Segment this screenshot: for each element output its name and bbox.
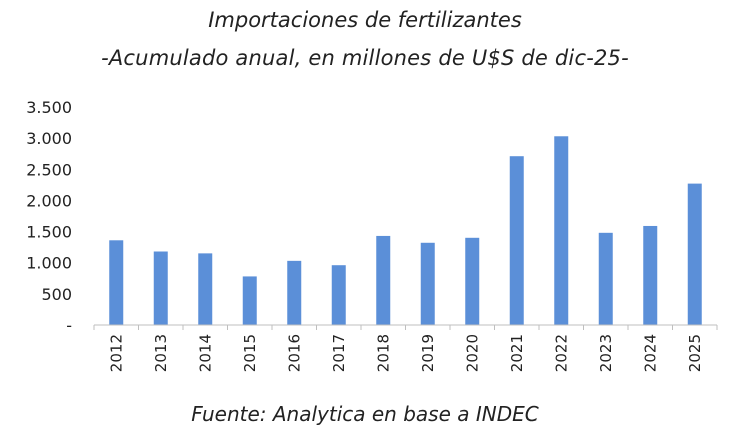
bar: [198, 253, 213, 325]
x-tick-label: 2014: [196, 334, 214, 372]
bar: [509, 156, 524, 325]
bar: [598, 232, 613, 325]
bar: [420, 242, 435, 325]
chart-title: Importaciones de fertilizantes: [208, 8, 522, 32]
x-tick-label: 2024: [641, 334, 659, 372]
y-tick-label: -: [66, 316, 72, 335]
x-tick-label: 2021: [508, 334, 526, 372]
bar: [331, 265, 346, 325]
bar: [465, 237, 480, 325]
bar-chart: - 500 1.000 1.500 2.000 2.500 3.000 3.500 2012 20…: [26, 98, 718, 372]
x-tick-label: 2025: [686, 334, 704, 372]
x-tick-label: 2023: [597, 334, 615, 372]
bar: [242, 276, 257, 325]
y-tick-label: 1.500: [26, 223, 72, 242]
bar: [376, 235, 391, 325]
y-tick-label: 1.000: [26, 254, 72, 273]
x-tick-label: 2019: [419, 334, 437, 372]
bar: [109, 240, 124, 325]
chart-source: Fuente: Analytica en base a INDEC: [191, 402, 539, 426]
bar: [153, 251, 168, 325]
y-tick-label: 2.500: [26, 160, 72, 179]
x-tick-label: 2022: [552, 334, 570, 372]
y-tick-label: 3.500: [26, 98, 72, 117]
x-tick-label: 2016: [285, 334, 303, 372]
bar: [554, 136, 569, 325]
x-tick-label: 2017: [330, 334, 348, 372]
x-tick-label: 2020: [463, 334, 481, 372]
y-tick-label: 500: [41, 285, 72, 304]
x-tick-label: 2013: [152, 334, 170, 372]
x-tick-label: 2015: [241, 334, 259, 372]
bar: [643, 225, 658, 325]
x-tick-label: 2012: [107, 334, 125, 372]
x-tick-label: 2018: [374, 334, 392, 372]
bar: [687, 183, 702, 325]
y-tick-label: 2.000: [26, 191, 72, 210]
chart-subtitle: -Acumulado anual, en millones de U$S de …: [101, 46, 629, 70]
y-tick-label: 3.000: [26, 129, 72, 148]
bar: [287, 260, 302, 325]
